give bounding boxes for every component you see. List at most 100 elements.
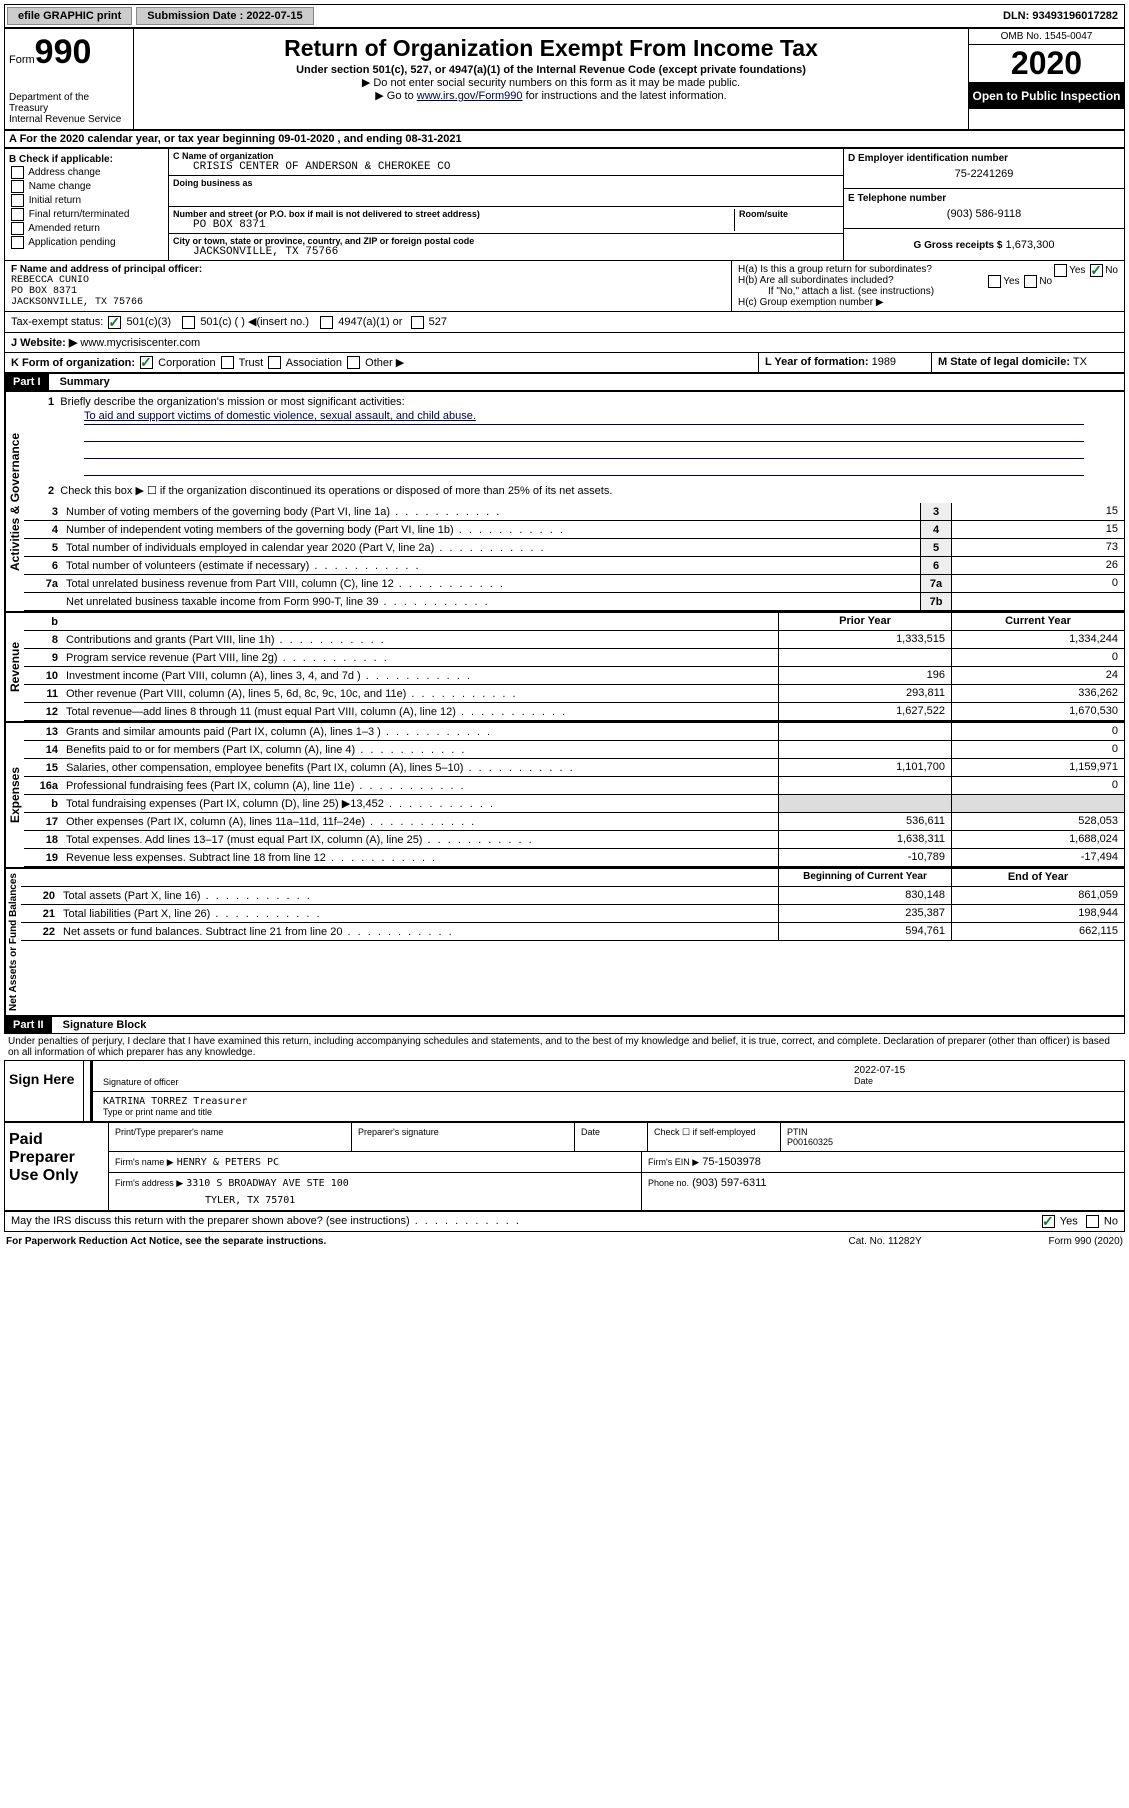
current-value: 0 [951,741,1124,758]
revenue-section: Revenue b Prior Year Current Year 8Contr… [4,612,1125,722]
phone-label: Phone no. [648,1178,689,1188]
irs-link[interactable]: www.irs.gov/Form990 [417,90,523,102]
governance-section: Activities & Governance 1 Briefly descri… [4,391,1125,612]
city-label: City or town, state or province, country… [173,236,839,246]
current-value: 0 [951,723,1124,740]
table-row: 17Other expenses (Part IX, column (A), l… [24,813,1124,831]
discuss-question: May the IRS discuss this return with the… [11,1215,1040,1228]
form-header: Form990 Department of the Treasury Inter… [4,28,1125,130]
discuss-yes[interactable] [1042,1215,1055,1228]
4947-checkbox[interactable] [320,316,333,329]
line-num: b [24,616,62,628]
prior-value: 830,148 [778,887,951,904]
efile-button[interactable]: efile GRAPHIC print [7,7,132,25]
prep-name-label: Print/Type preparer's name [109,1123,352,1151]
table-row: 20Total assets (Part X, line 16)830,1488… [21,887,1124,905]
current-value: 336,262 [951,685,1124,702]
table-row: 13Grants and similar amounts paid (Part … [24,723,1124,741]
irs-label: Internal Revenue Service [9,114,129,125]
table-row: 11Other revenue (Part VIII, column (A), … [24,685,1124,703]
cat-number: Cat. No. 11282Y [849,1236,1049,1247]
city-state-zip: JACKSONVILLE, TX 75766 [173,246,839,258]
hc-row: H(c) Group exemption number ▶ [738,297,1118,308]
sig-officer-label: Signature of officer [99,1075,850,1089]
state-domicile: TX [1073,356,1087,368]
section-f-h: F Name and address of principal officer:… [4,261,1125,312]
form-number: 990 [35,33,92,71]
opt-501c3: 501(c)(3) [126,316,171,328]
current-value: 0 [951,649,1124,666]
d-label: D Employer identification number [848,153,1120,164]
b-item[interactable]: Application pending [9,236,164,249]
current-value: 662,115 [951,923,1124,940]
table-row: 9Program service revenue (Part VIII, lin… [24,649,1124,667]
corp-checkbox[interactable] [140,356,153,369]
current-value: 198,944 [951,905,1124,922]
b-item[interactable]: Name change [9,180,164,193]
discuss-no[interactable] [1086,1215,1099,1228]
opt-4947: 4947(a)(1) or [338,316,402,328]
table-row: 18Total expenses. Add lines 13–17 (must … [24,831,1124,849]
ptin-label: PTIN [787,1127,808,1137]
note-1: ▶ Do not enter social security numbers o… [138,76,964,89]
end-year-header: End of Year [951,869,1124,886]
table-row: 4Number of independent voting members of… [24,521,1124,539]
trust-checkbox[interactable] [221,356,234,369]
table-row: Net unrelated business taxable income fr… [24,593,1124,611]
e-label: E Telephone number [848,193,1120,204]
opt-other: Other ▶ [365,357,404,369]
prior-value: 536,611 [778,813,951,830]
assoc-checkbox[interactable] [268,356,281,369]
addr-label: Number and street (or P.O. box if mail i… [173,209,734,219]
527-checkbox[interactable] [411,316,424,329]
b-item[interactable]: Address change [9,166,164,179]
page-footer: For Paperwork Reduction Act Notice, see … [4,1232,1125,1251]
prior-value [778,741,951,758]
room-label: Room/suite [739,209,839,219]
firm-phone: (903) 597-6311 [692,1177,766,1189]
opt-trust: Trust [239,357,264,369]
expenses-section: Expenses 13Grants and similar amounts pa… [4,722,1125,868]
table-row: 14Benefits paid to or for members (Part … [24,741,1124,759]
prior-value: 1,101,700 [778,759,951,776]
current-value: 0 [951,777,1124,794]
netassets-section: Net Assets or Fund Balances Beginning of… [4,868,1125,1016]
b-item[interactable]: Initial return [9,194,164,207]
form-label: Form [9,54,35,66]
year-formation: 1989 [872,356,896,368]
c-name-label: C Name of organization [173,151,839,161]
table-row: bTotal fundraising expenses (Part IX, co… [24,795,1124,813]
line-value: 15 [951,503,1124,520]
f-label: F Name and address of principal officer: [11,264,725,275]
self-employed-check[interactable]: Check ☐ if self-employed [648,1123,781,1151]
prior-value: 594,761 [778,923,951,940]
begin-year-header: Beginning of Current Year [778,869,951,886]
sig-date: 2022-07-15 [854,1065,1114,1076]
type-print-label: Type or print name and title [103,1107,1114,1117]
current-value: 1,688,024 [951,831,1124,848]
part2-header-row: Part II Signature Block [4,1016,1125,1034]
officer-signature-name: KATRINA TORREZ Treasurer [103,1096,1114,1107]
current-value: 528,053 [951,813,1124,830]
table-row: 21Total liabilities (Part X, line 26)235… [21,905,1124,923]
netassets-label: Net Assets or Fund Balances [5,869,21,1015]
perjury-statement: Under penalties of perjury, I declare th… [4,1034,1125,1060]
b-item[interactable]: Final return/terminated [9,208,164,221]
ptin-value: P00160325 [787,1137,833,1147]
opt-527: 527 [429,316,447,328]
table-row: 19Revenue less expenses. Subtract line 1… [24,849,1124,867]
prior-value: 1,627,522 [778,703,951,720]
org-name: CRISIS CENTER OF ANDERSON & CHEROKEE CO [173,161,839,173]
other-checkbox[interactable] [347,356,360,369]
table-row: 10Investment income (Part VIII, column (… [24,667,1124,685]
prior-value: 235,387 [778,905,951,922]
website-label: J Website: ▶ [11,337,77,349]
l-label: L Year of formation: [765,356,869,368]
b-item[interactable]: Amended return [9,222,164,235]
officer-addr1: PO BOX 8371 [11,286,725,297]
prior-value: 1,638,311 [778,831,951,848]
tax-exempt-label: Tax-exempt status: [11,316,103,328]
officer-name: REBECCA CUNIO [11,275,725,286]
501c3-checkbox[interactable] [108,316,121,329]
501c-checkbox[interactable] [182,316,195,329]
